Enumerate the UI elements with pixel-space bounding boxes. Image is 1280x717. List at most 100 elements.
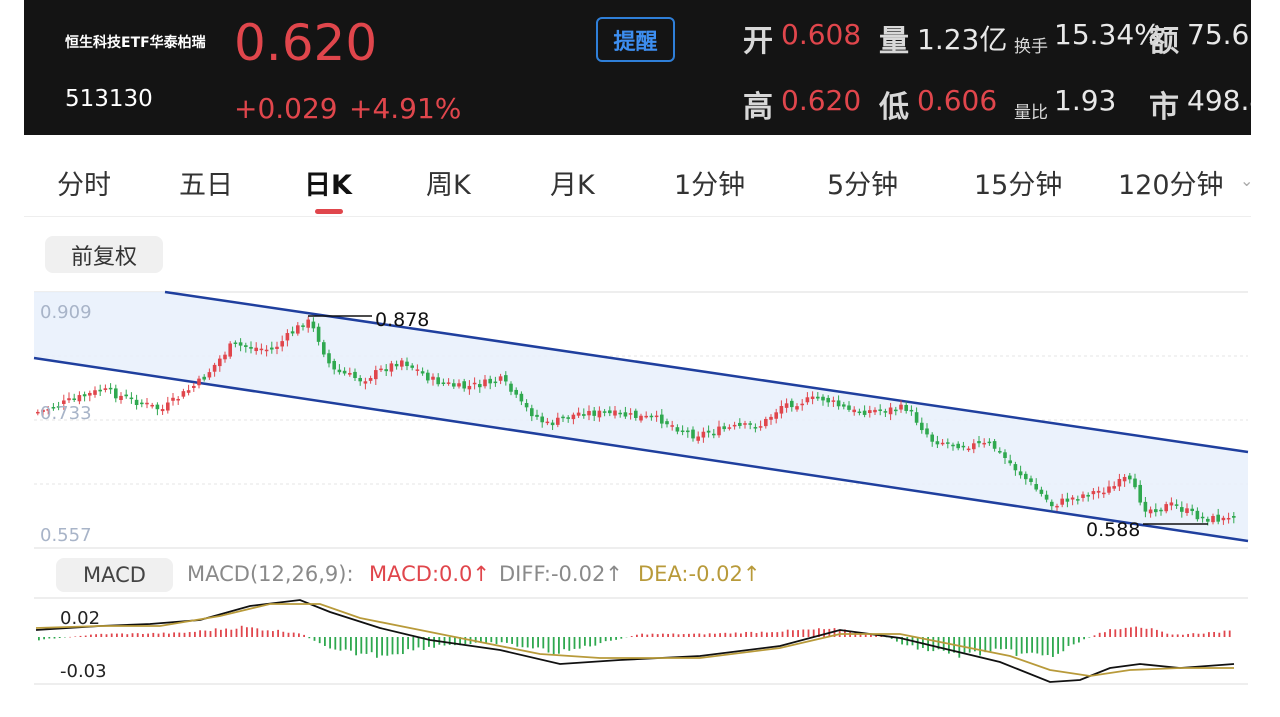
tab-weekly-k[interactable]: 周K bbox=[426, 170, 471, 201]
candlestick-series bbox=[36, 316, 1236, 526]
macd-bar bbox=[786, 629, 789, 637]
macd-bar bbox=[942, 637, 945, 651]
macd-bar bbox=[922, 637, 924, 649]
macd-bar bbox=[750, 631, 753, 637]
macd-bar bbox=[142, 633, 144, 637]
candle bbox=[883, 411, 888, 413]
candle bbox=[821, 396, 825, 401]
tab-monthly-k[interactable]: 月K bbox=[550, 170, 595, 201]
tab-5min[interactable]: 5分钟 bbox=[827, 170, 899, 201]
remind-button[interactable]: 提醒 bbox=[596, 17, 675, 62]
candle bbox=[654, 415, 659, 418]
candle bbox=[46, 409, 50, 411]
candle bbox=[816, 396, 820, 399]
candle bbox=[727, 427, 732, 429]
macd-bar bbox=[339, 637, 342, 651]
candle bbox=[389, 363, 394, 372]
macd-bar bbox=[542, 637, 545, 649]
candle bbox=[244, 345, 248, 347]
macd-bar bbox=[48, 637, 51, 639]
macd-bar bbox=[651, 633, 654, 637]
candle bbox=[618, 412, 622, 415]
macd-bar bbox=[365, 637, 368, 654]
macd-bar bbox=[490, 637, 493, 643]
candle bbox=[540, 416, 544, 423]
macd-bar bbox=[573, 637, 576, 649]
candle bbox=[441, 382, 446, 385]
candle bbox=[623, 412, 628, 417]
macd-bar bbox=[672, 633, 675, 637]
low-value: 0.606 bbox=[917, 84, 998, 117]
candle bbox=[1211, 515, 1215, 523]
candle bbox=[748, 423, 752, 425]
tab-daily-k[interactable]: 日K bbox=[304, 170, 352, 201]
macd-bar bbox=[116, 633, 118, 637]
macd-bar bbox=[552, 637, 555, 655]
candle bbox=[930, 434, 934, 442]
tab-15min[interactable]: 15分钟 bbox=[974, 170, 1063, 201]
candle bbox=[644, 415, 648, 418]
candle bbox=[410, 365, 414, 368]
macd-bar bbox=[864, 633, 867, 637]
tab-five-day[interactable]: 五日 bbox=[179, 170, 233, 201]
candle bbox=[1154, 509, 1158, 513]
macd-bar bbox=[370, 637, 373, 653]
macd-bar bbox=[277, 629, 279, 637]
candle bbox=[888, 407, 893, 415]
candle bbox=[207, 372, 212, 378]
candle bbox=[1190, 508, 1194, 512]
candle bbox=[535, 414, 539, 417]
candle bbox=[1044, 494, 1049, 500]
candle bbox=[842, 404, 846, 407]
candle bbox=[306, 319, 310, 328]
macd-bar bbox=[105, 634, 108, 637]
tab-intraday[interactable]: 分时 bbox=[57, 170, 111, 201]
indicator-select-button[interactable]: MACD bbox=[56, 558, 173, 592]
candle bbox=[332, 360, 336, 370]
macd-bar bbox=[937, 637, 940, 650]
candle bbox=[1081, 494, 1085, 498]
candle bbox=[831, 400, 836, 402]
candle bbox=[1039, 489, 1044, 494]
candle bbox=[1148, 509, 1153, 514]
macd-bar bbox=[422, 637, 425, 650]
candle bbox=[498, 376, 503, 381]
tab-1min[interactable]: 1分钟 bbox=[674, 170, 746, 201]
macd-bar bbox=[906, 637, 909, 646]
macd-bar bbox=[984, 637, 987, 653]
macd-bar bbox=[1010, 637, 1013, 650]
candle bbox=[758, 426, 763, 428]
macd-bar bbox=[188, 632, 191, 637]
macd-bar bbox=[329, 637, 331, 649]
macd-bar bbox=[38, 637, 40, 641]
candle bbox=[176, 398, 180, 401]
macd-bar bbox=[974, 637, 976, 652]
candle bbox=[311, 321, 316, 329]
candle bbox=[592, 410, 596, 416]
candle bbox=[899, 404, 903, 410]
open-label: 开 bbox=[743, 24, 773, 59]
macd-bar bbox=[537, 637, 539, 648]
candle bbox=[795, 406, 799, 410]
candle bbox=[394, 363, 399, 367]
chevron-down-icon[interactable]: ⌄ bbox=[1240, 171, 1254, 190]
macd-bar bbox=[703, 634, 706, 637]
candle bbox=[1029, 478, 1033, 482]
candle bbox=[1128, 475, 1132, 480]
candle bbox=[769, 416, 773, 420]
macd-bar bbox=[162, 632, 165, 637]
macd-bar bbox=[584, 637, 586, 646]
period-tabbar: 分时 五日 日K 周K 月K 1分钟 5分钟 15分钟 120分钟 ⌄ bbox=[24, 145, 1254, 217]
macd-bar bbox=[480, 637, 482, 643]
candle bbox=[1221, 517, 1226, 521]
min-price-label: 0.588 bbox=[1086, 519, 1140, 541]
candle bbox=[1164, 504, 1168, 512]
macd-bar bbox=[287, 632, 290, 637]
macd-bar bbox=[412, 637, 415, 651]
tab-120min[interactable]: 120分钟 bbox=[1118, 170, 1224, 201]
macd-bar bbox=[729, 633, 732, 637]
macd-bar bbox=[417, 637, 420, 648]
candle bbox=[186, 390, 191, 393]
adjust-mode-button[interactable]: 前复权 bbox=[45, 236, 163, 273]
